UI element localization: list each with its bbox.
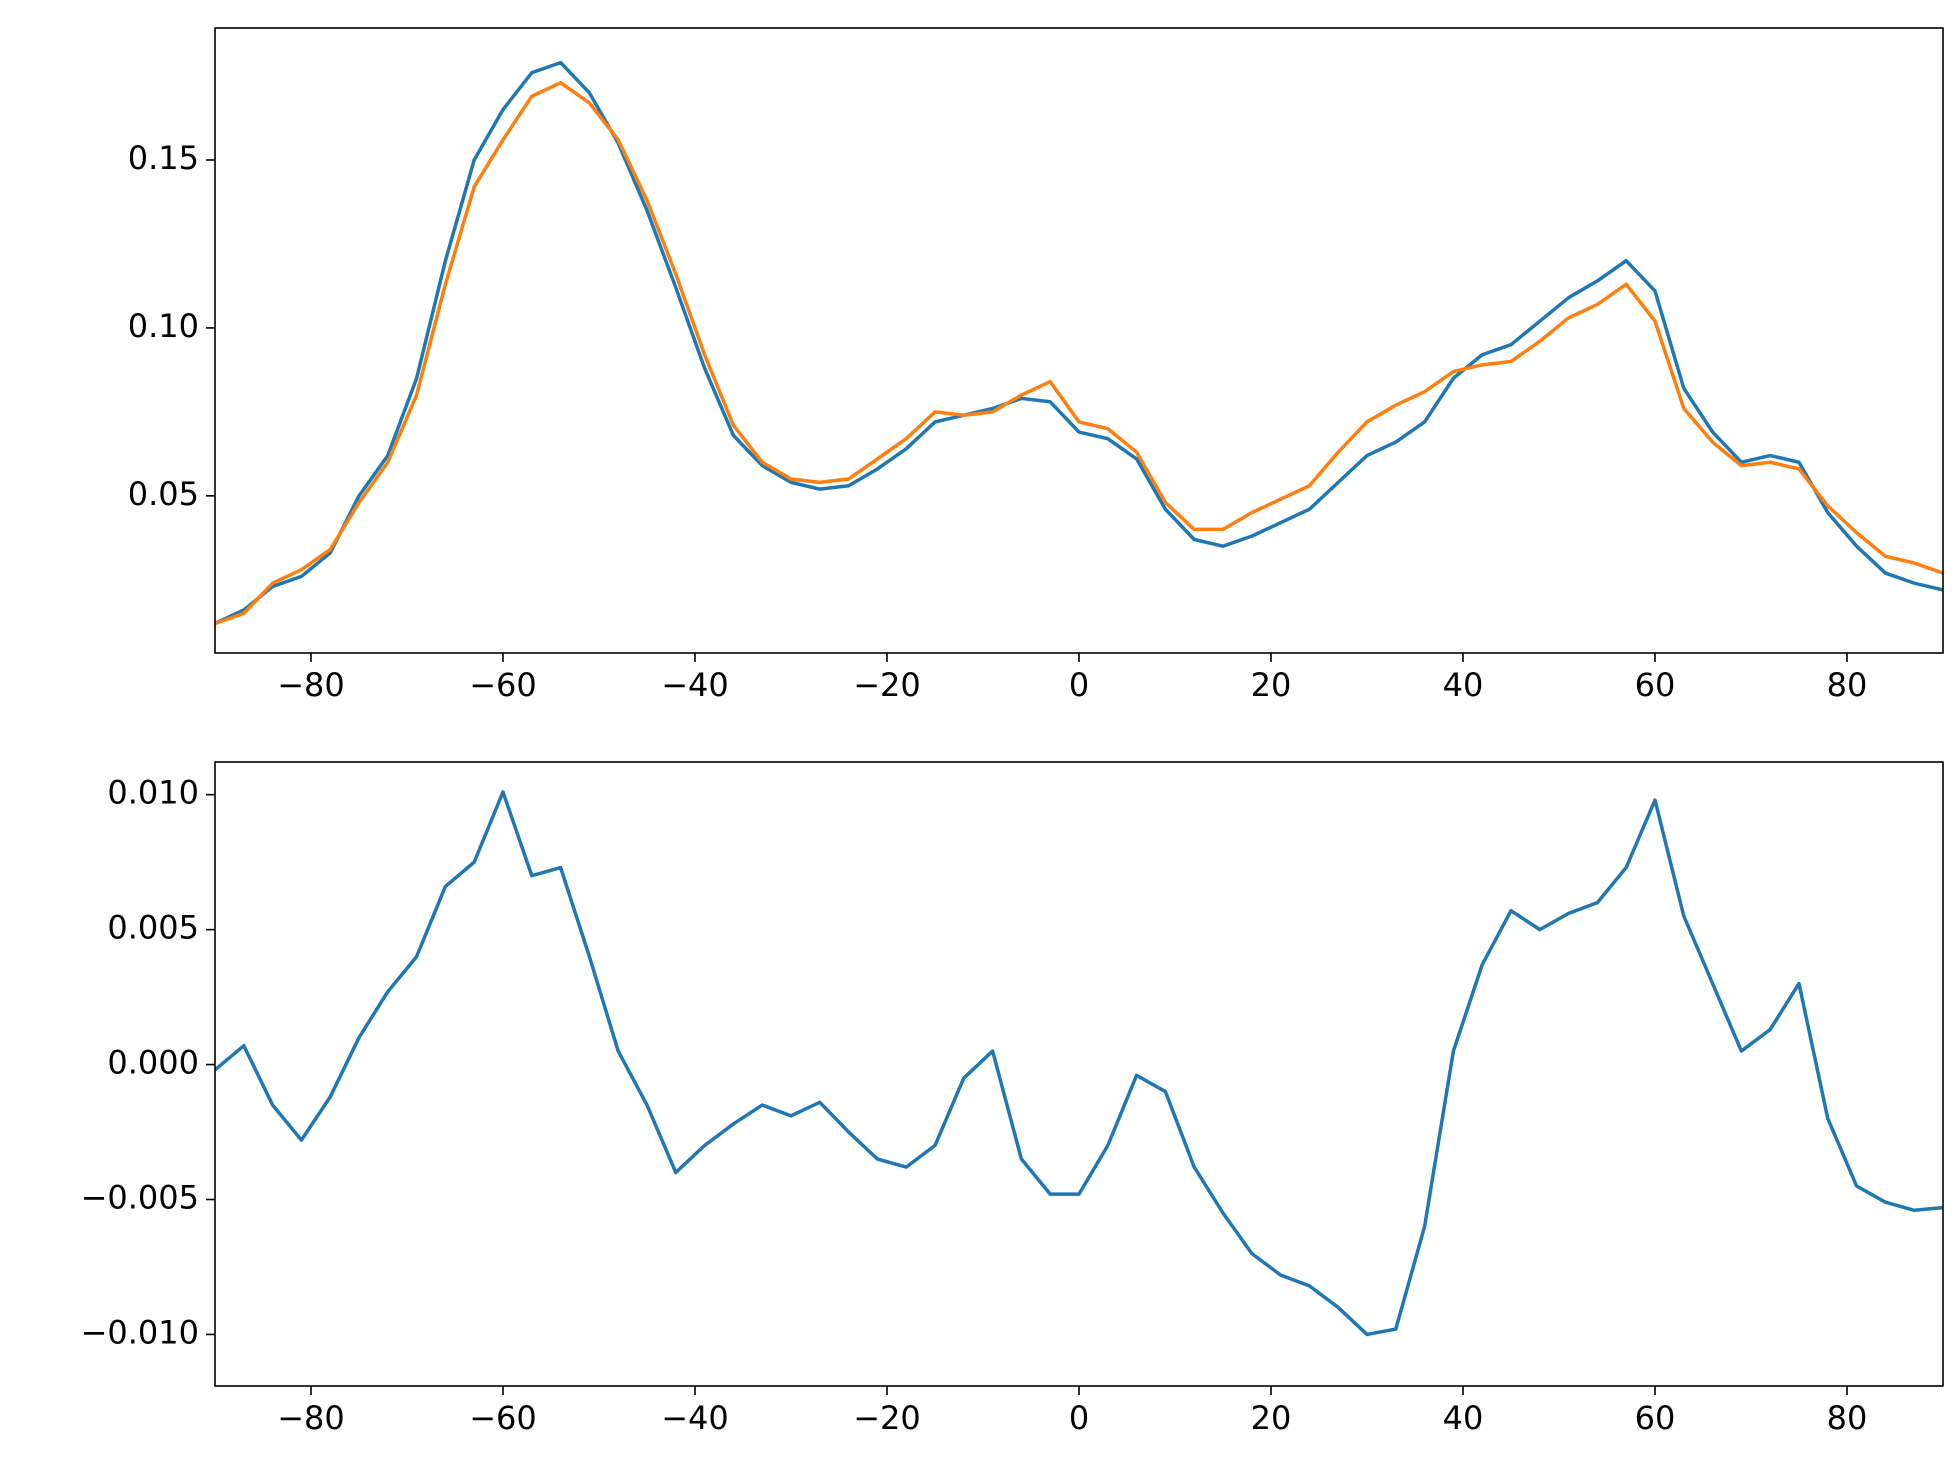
line-series bbox=[215, 790, 1943, 1337]
x-tick-label: 60 bbox=[1635, 666, 1676, 704]
y-tick-label: 0.15 bbox=[128, 139, 199, 177]
y-tick-label: 0.000 bbox=[107, 1044, 199, 1082]
x-tick-label: −20 bbox=[853, 666, 921, 704]
x-tick-label: −20 bbox=[853, 1399, 921, 1437]
line-series bbox=[215, 60, 1943, 626]
x-tick-label: −40 bbox=[661, 1399, 729, 1437]
y-tick-label: 0.10 bbox=[128, 307, 199, 345]
plot-frame bbox=[214, 761, 1944, 1387]
x-tick-label: −40 bbox=[661, 666, 729, 704]
plot-frame bbox=[214, 27, 1944, 654]
y-tick-label: 0.05 bbox=[128, 475, 199, 513]
x-tick-label: 0 bbox=[1069, 666, 1089, 704]
x-tick-label: 20 bbox=[1251, 666, 1292, 704]
x-tick-label: 0 bbox=[1069, 1399, 1089, 1437]
y-tick-label: −0.005 bbox=[81, 1179, 199, 1217]
x-tick-label: −80 bbox=[277, 1399, 345, 1437]
x-tick-label: 80 bbox=[1827, 1399, 1868, 1437]
y-tick-label: −0.010 bbox=[81, 1313, 199, 1351]
x-tick-label: 60 bbox=[1635, 1399, 1676, 1437]
line-series bbox=[215, 80, 1943, 626]
x-tick-label: 40 bbox=[1443, 1399, 1484, 1437]
y-tick-label: 0.010 bbox=[107, 774, 199, 812]
y-tick-label: 0.005 bbox=[107, 909, 199, 947]
x-tick-label: 80 bbox=[1827, 666, 1868, 704]
x-tick-label: −60 bbox=[469, 666, 537, 704]
x-tick-label: 40 bbox=[1443, 666, 1484, 704]
x-tick-label: 20 bbox=[1251, 1399, 1292, 1437]
x-tick-label: −80 bbox=[277, 666, 345, 704]
x-tick-label: −60 bbox=[469, 1399, 537, 1437]
